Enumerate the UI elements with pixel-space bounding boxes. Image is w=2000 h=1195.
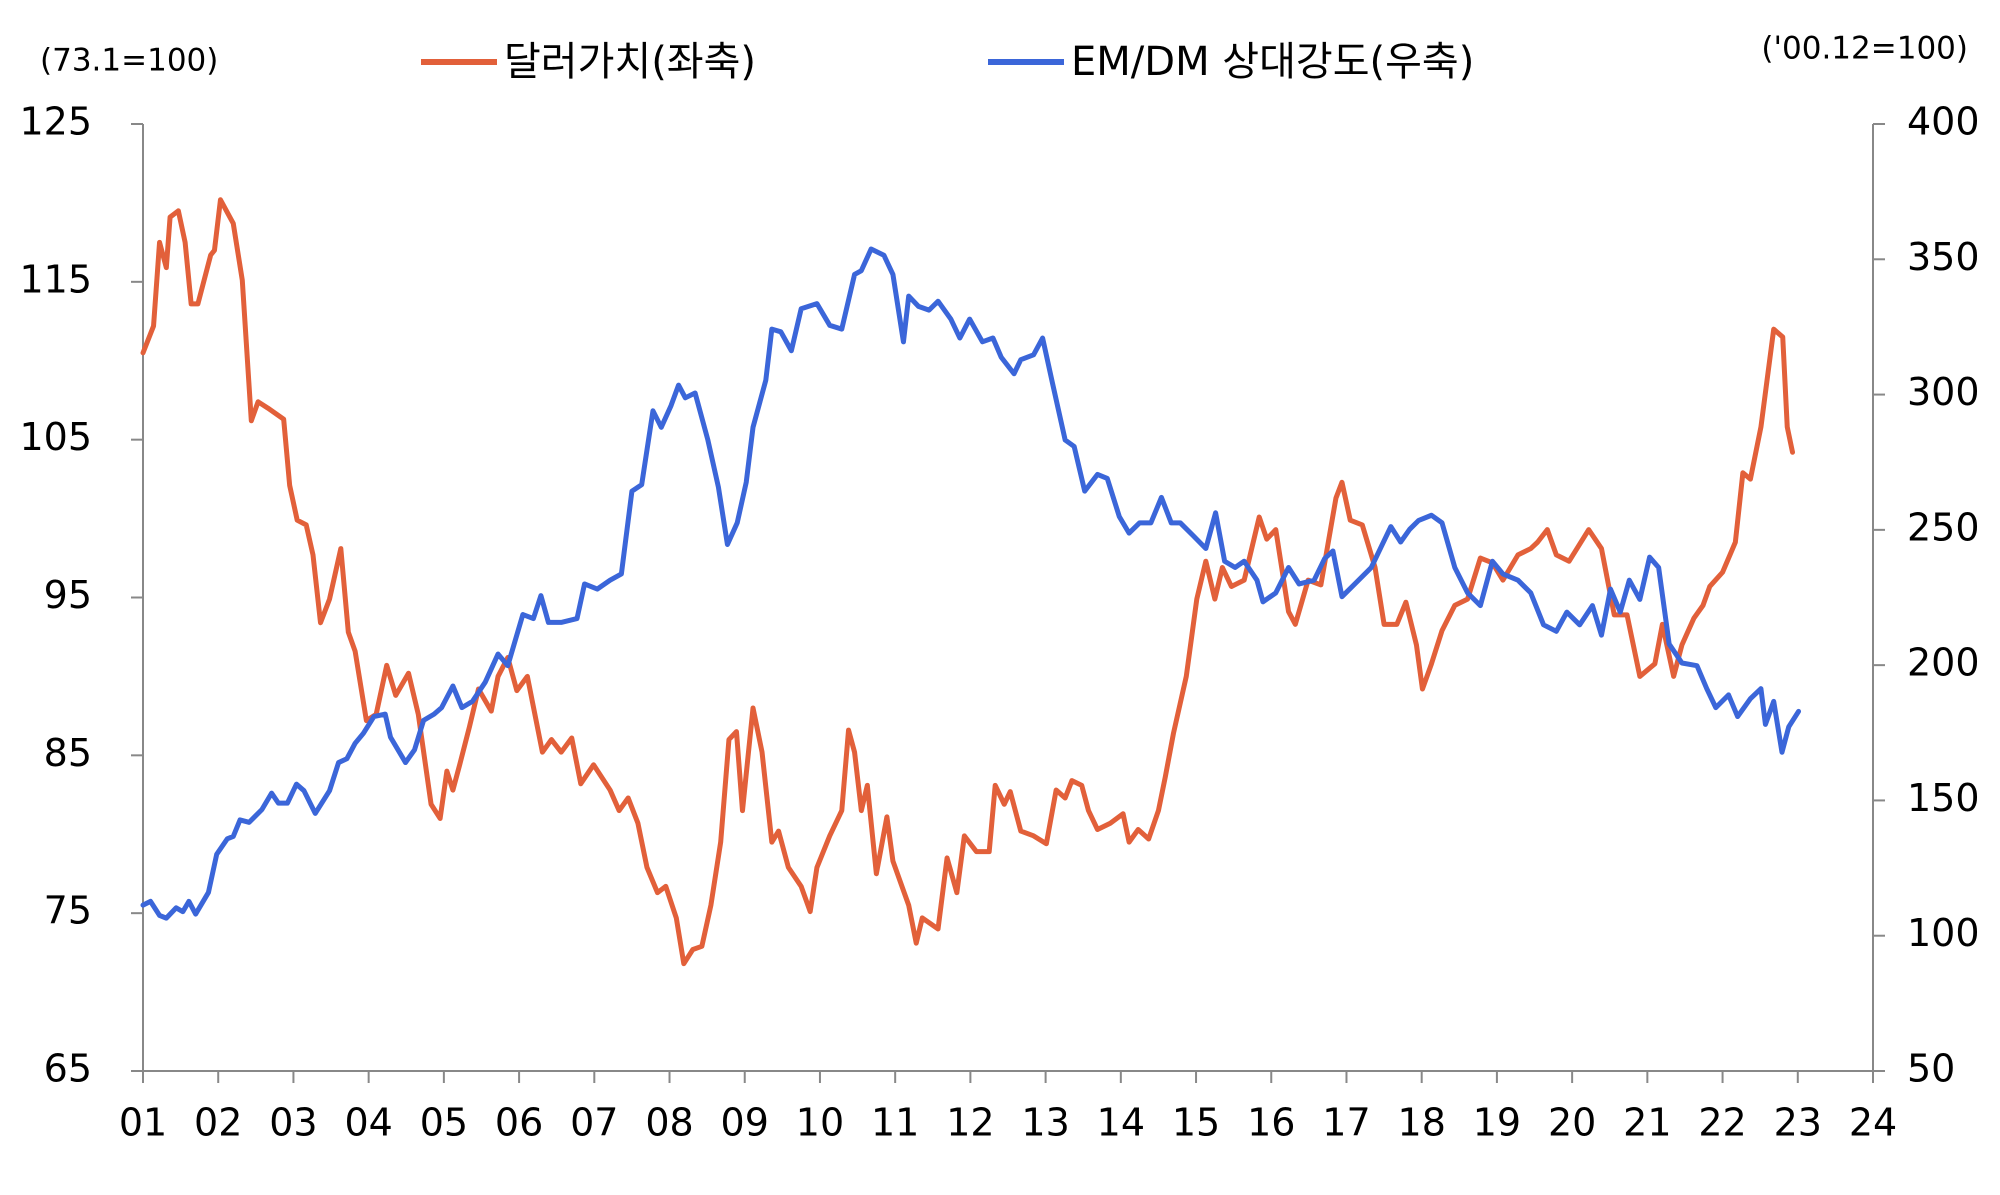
x-tick-label: 16: [1247, 1101, 1295, 1145]
legend-label: EM/DM 상대강도(우축): [1071, 39, 1474, 85]
y-tick-label: 95: [44, 573, 92, 617]
x-tick-label: 23: [1774, 1101, 1822, 1145]
x-tick-label: 07: [570, 1101, 618, 1145]
y2-tick-label: 200: [1907, 641, 1980, 685]
x-tick-label: 10: [796, 1101, 844, 1145]
y2-tick-label: 50: [1907, 1047, 1955, 1091]
legend-label: 달러가치(좌축): [504, 39, 756, 85]
y-tick-label: 75: [44, 889, 92, 933]
y2-tick-label: 250: [1907, 505, 1980, 549]
x-tick-label: 08: [645, 1101, 693, 1145]
x-tick-label: 02: [194, 1101, 242, 1145]
x-tick-label: 19: [1473, 1101, 1521, 1145]
x-tick-label: 17: [1322, 1101, 1370, 1145]
x-tick-label: 20: [1548, 1101, 1596, 1145]
x-tick-label: 13: [1021, 1101, 1069, 1145]
y-tick-label: 85: [44, 731, 92, 775]
y2-tick-label: 400: [1907, 100, 1980, 144]
x-tick-label: 22: [1698, 1101, 1746, 1145]
y2-tick-label: 100: [1907, 911, 1980, 955]
left-axis-unit: (73.1=100): [40, 43, 218, 79]
x-tick-label: 12: [946, 1101, 994, 1145]
x-tick-label: 24: [1849, 1101, 1897, 1145]
y-tick-label: 115: [19, 257, 92, 301]
x-tick-label: 06: [495, 1101, 543, 1145]
y-tick-label: 105: [19, 415, 92, 459]
x-tick-label: 14: [1097, 1101, 1145, 1145]
x-tick-label: 21: [1623, 1101, 1671, 1145]
x-tick-label: 11: [871, 1101, 919, 1145]
x-tick-label: 18: [1398, 1101, 1446, 1145]
series-line: [140, 246, 1802, 921]
x-tick-label: 05: [420, 1101, 468, 1145]
y2-tick-label: 300: [1907, 370, 1980, 414]
x-tick-label: 15: [1172, 1101, 1220, 1145]
x-tick-label: 03: [269, 1101, 317, 1145]
x-tick-label: 01: [119, 1101, 167, 1145]
y2-tick-label: 350: [1907, 235, 1980, 279]
x-tick-label: 09: [721, 1101, 769, 1145]
y-tick-label: 125: [19, 100, 92, 144]
y-tick-label: 65: [44, 1047, 92, 1091]
right-axis-unit: ('00.12=100): [1761, 31, 1968, 67]
y2-tick-label: 150: [1907, 776, 1980, 820]
x-tick-label: 04: [344, 1101, 392, 1145]
series-line: [140, 197, 1796, 967]
